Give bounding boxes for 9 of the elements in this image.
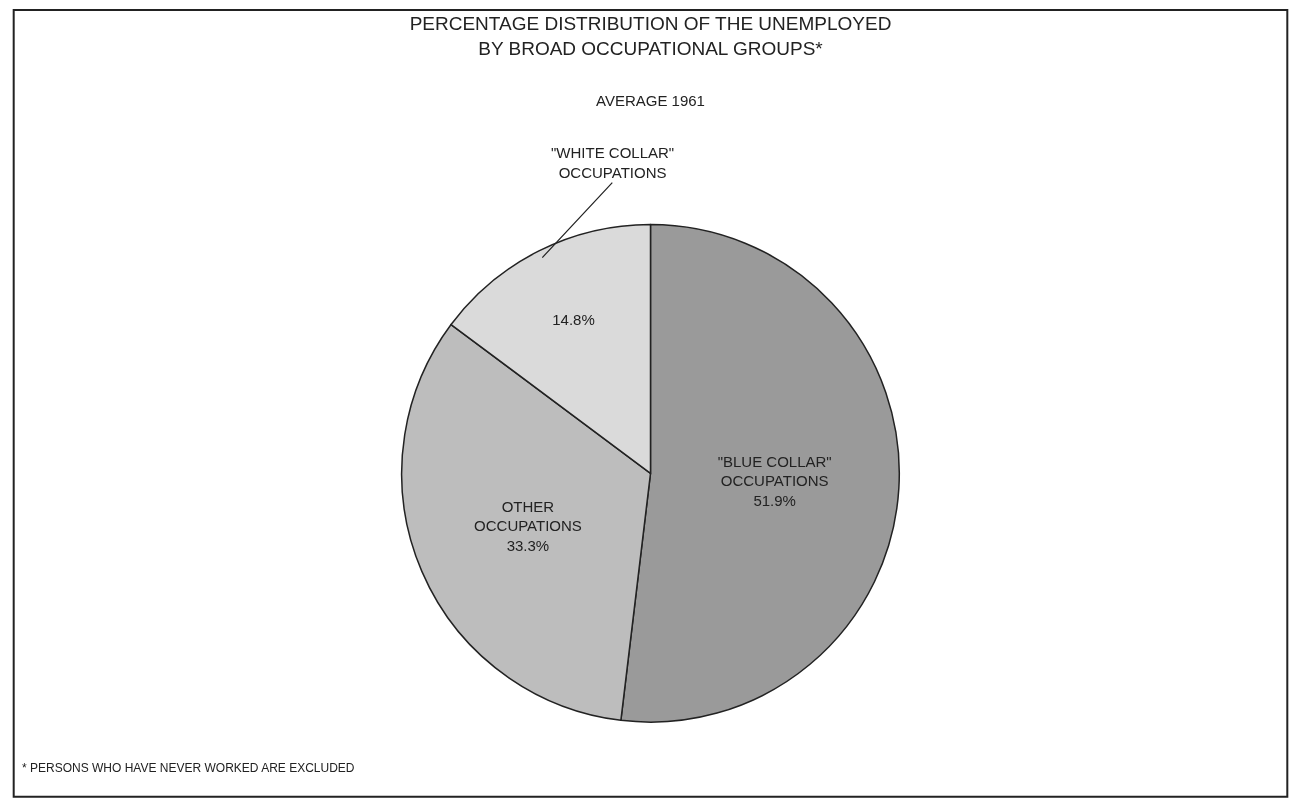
data-label: 51.9% <box>753 491 796 509</box>
data-label: 14.8% <box>552 311 595 329</box>
slice-label: "BLUE COLLAR" OCCUPATIONS <box>717 452 832 490</box>
data-label: 33.3% <box>506 536 550 554</box>
chart-subtitle: AVERAGE 1961 <box>596 92 705 109</box>
text: * PERSONS WHO HAVE NEVER WORKED ARE EXCLUDED <box>22 761 355 775</box>
chart-title: PERCENTAGE DISTRIBUTION OF THE UNEMPLOYED BY BROAD OCCUPATIONAL GROUPS* <box>409 13 892 59</box>
slice-label: "WHITE COLLAR" OCCUPATIONS <box>551 144 675 181</box>
slice-label: OTHER OCCUPATIONS <box>474 497 582 535</box>
